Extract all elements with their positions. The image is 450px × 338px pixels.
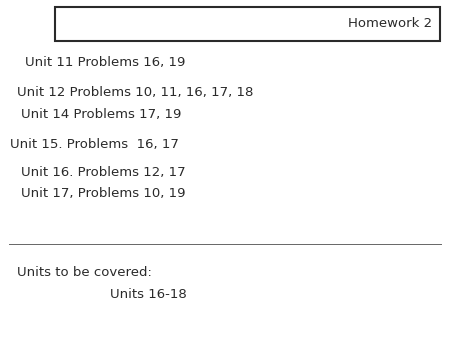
Text: Units 16-18: Units 16-18 <box>110 288 187 301</box>
Text: Unit 17, Problems 10, 19: Unit 17, Problems 10, 19 <box>21 187 186 200</box>
Text: Unit 16. Problems 12, 17: Unit 16. Problems 12, 17 <box>21 166 186 179</box>
FancyBboxPatch shape <box>55 7 440 41</box>
Text: Units to be covered:: Units to be covered: <box>17 266 152 279</box>
Text: Unit 12 Problems 10, 11, 16, 17, 18: Unit 12 Problems 10, 11, 16, 17, 18 <box>17 87 253 99</box>
Text: Unit 14 Problems 17, 19: Unit 14 Problems 17, 19 <box>21 108 181 121</box>
Text: Unit 15. Problems  16, 17: Unit 15. Problems 16, 17 <box>10 138 179 151</box>
Text: Unit 11 Problems 16, 19: Unit 11 Problems 16, 19 <box>25 56 185 69</box>
Text: Homework 2: Homework 2 <box>348 18 432 30</box>
